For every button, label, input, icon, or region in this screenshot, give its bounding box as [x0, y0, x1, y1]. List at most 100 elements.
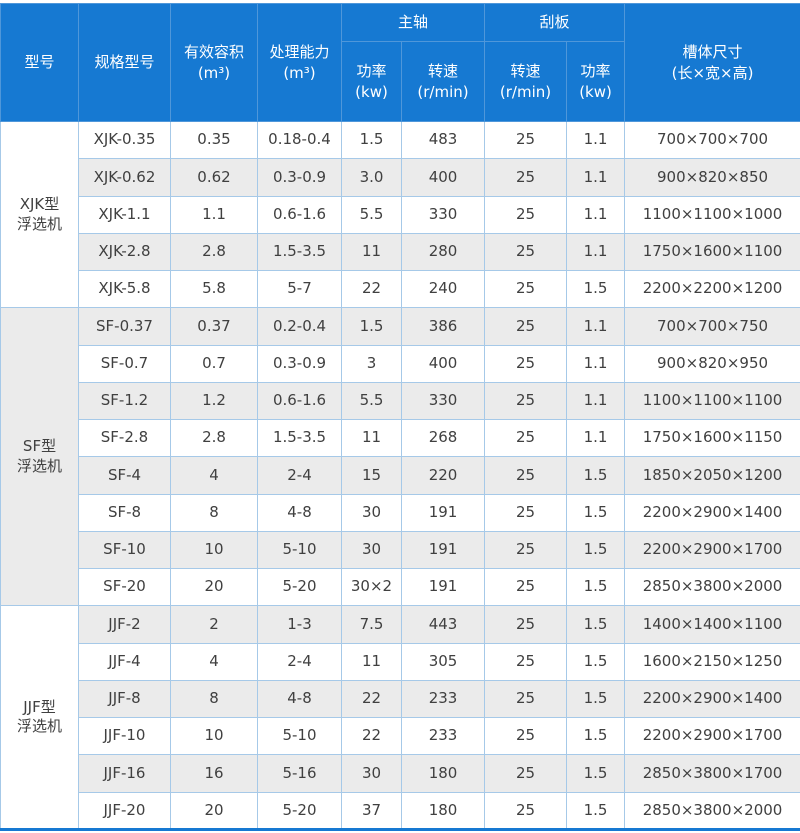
cell-shaft_power: 22 [341, 269, 402, 309]
cell-scraper_power: 1.1 [566, 344, 626, 383]
cell-spec: JJF-2 [78, 605, 171, 644]
header-spec-model: 规格型号 [78, 3, 171, 122]
cell-shaft_speed: 191 [400, 493, 486, 532]
cell-shaft_speed: 191 [400, 530, 486, 570]
cell-dimensions: 2850×3800×2000 [624, 567, 800, 607]
cell-spec: SF-2.8 [78, 418, 171, 458]
model-group-cell: XJK型 浮选机 [0, 120, 79, 309]
cell-shaft_power: 15 [341, 456, 402, 495]
cell-capacity: 5-7 [257, 269, 342, 309]
table-row: XJK-2.8 2.8 1.5-3.5 11 280 25 1.1 1750×1600×110… [1, 232, 800, 272]
cell-scraper_power: 1.5 [566, 791, 626, 830]
cell-volume: 0.62 [170, 158, 258, 197]
cell-scraper_speed: 25 [484, 493, 568, 532]
cell-dimensions: 900×820×850 [624, 158, 800, 197]
header-capacity: 处理能力 (m³) [257, 3, 342, 122]
cell-dimensions: 2200×2200×1200 [624, 269, 800, 309]
cell-dimensions: 900×820×950 [624, 344, 800, 383]
table-row: JJF-20 20 5-20 37 180 25 1.5 2850×3800×2000 [1, 791, 800, 830]
cell-scraper_speed: 25 [484, 679, 568, 719]
cell-volume: 0.7 [170, 344, 258, 383]
cell-dimensions: 1100×1100×1100 [624, 381, 800, 421]
cell-scraper_power: 1.1 [566, 232, 626, 272]
cell-scraper_speed: 25 [484, 754, 568, 793]
table-row: SF-10 10 5-10 30 191 25 1.5 2200×2900×1700 [1, 530, 800, 570]
table-row: SF-8 8 4-8 30 191 25 1.5 2200×2900×1400 [1, 493, 800, 532]
header-main-shaft: 主轴 [340, 3, 486, 42]
cell-shaft_speed: 240 [400, 269, 486, 309]
table-row: XJK型 浮选机 XJK-0.35 0.35 0.18-0.4 1.5 483 25 1.1 7… [0, 120, 800, 309]
cell-spec: SF-8 [78, 493, 171, 532]
cell-shaft_speed: 233 [400, 716, 486, 756]
header-tank-dimensions: 槽体尺寸 (长×宽×高) [624, 3, 800, 122]
cell-capacity: 4-8 [257, 679, 342, 719]
cell-shaft_speed: 280 [400, 232, 486, 272]
table-row: SF-4 4 2-4 15 220 25 1.5 1850×2050×1200 [1, 456, 800, 495]
table-row: SF型 浮选机 SF-0.37 0.37 0.2-0.4 1.5 386 25 1.1 700×… [0, 307, 800, 607]
table-row: JJF型 浮选机 JJF-2 2 1-3 7.5 443 25 1.5 1400×1400×11… [0, 605, 800, 830]
cell-dimensions: 2200×2900×1400 [624, 679, 800, 719]
cell-volume: 5.8 [170, 269, 258, 309]
cell-shaft_speed: 443 [400, 605, 486, 644]
cell-scraper_power: 1.5 [566, 679, 626, 719]
cell-scraper_power: 1.5 [566, 530, 626, 570]
header-scraper: 刮板 [484, 3, 626, 42]
cell-capacity: 0.6-1.6 [257, 381, 342, 421]
cell-shaft_speed: 180 [400, 754, 486, 793]
cell-volume: 0.35 [170, 120, 258, 160]
cell-shaft_power: 5.5 [341, 381, 402, 421]
cell-scraper_power: 1.5 [566, 456, 626, 495]
cell-dimensions: 2200×2900×1700 [624, 716, 800, 756]
cell-scraper_speed: 25 [484, 456, 568, 495]
cell-shaft_speed: 180 [400, 791, 486, 830]
cell-dimensions: 2200×2900×1400 [624, 493, 800, 532]
cell-scraper_speed: 25 [484, 269, 568, 309]
cell-scraper_power: 1.1 [566, 158, 626, 197]
cell-dimensions: 2200×2900×1700 [624, 530, 800, 570]
cell-capacity: 0.18-0.4 [257, 120, 342, 160]
cell-spec: XJK-5.8 [78, 269, 171, 309]
cell-volume: 4 [170, 456, 258, 495]
cell-shaft_power: 11 [341, 232, 402, 272]
cell-shaft_power: 30×2 [341, 567, 402, 607]
cell-volume: 1.2 [170, 381, 258, 421]
header-model-group: 型号 [0, 3, 79, 122]
cell-shaft_speed: 233 [400, 679, 486, 719]
cell-scraper_speed: 25 [484, 120, 568, 160]
cell-capacity: 5-10 [257, 530, 342, 570]
cell-capacity: 0.6-1.6 [257, 195, 342, 234]
table-row: XJK-1.1 1.1 0.6-1.6 5.5 330 25 1.1 1100×1100×10… [1, 195, 800, 234]
table-row: XJK-5.8 5.8 5-7 22 240 25 1.5 2200×2200×1200 [1, 269, 800, 309]
cell-capacity: 1.5-3.5 [257, 232, 342, 272]
cell-volume: 8 [170, 679, 258, 719]
cell-shaft_power: 30 [341, 754, 402, 793]
cell-spec: SF-0.37 [78, 307, 171, 346]
cell-volume: 8 [170, 493, 258, 532]
cell-spec: JJF-8 [78, 679, 171, 719]
cell-shaft_speed: 268 [400, 418, 486, 458]
cell-spec: SF-1.2 [78, 381, 171, 421]
cell-scraper_power: 1.1 [566, 195, 626, 234]
cell-scraper_power: 1.5 [566, 269, 626, 309]
cell-scraper_speed: 25 [484, 567, 568, 607]
cell-volume: 2 [170, 605, 258, 644]
cell-spec: XJK-0.62 [78, 158, 171, 197]
header-effective-volume: 有效容积 (m³) [170, 3, 258, 122]
cell-scraper_speed: 25 [484, 158, 568, 197]
cell-volume: 2.8 [170, 418, 258, 458]
cell-shaft_speed: 330 [400, 381, 486, 421]
cell-scraper_power: 1.5 [566, 493, 626, 532]
cell-spec: JJF-20 [78, 791, 171, 830]
cell-spec: SF-10 [78, 530, 171, 570]
cell-scraper_speed: 25 [484, 232, 568, 272]
cell-dimensions: 1750×1600×1150 [624, 418, 800, 458]
cell-dimensions: 2850×3800×1700 [624, 754, 800, 793]
table-row: JJF-16 16 5-16 30 180 25 1.5 2850×3800×1700 [1, 754, 800, 793]
cell-capacity: 4-8 [257, 493, 342, 532]
cell-scraper_power: 1.5 [566, 754, 626, 793]
table-row: SF-20 20 5-20 30×2 191 25 1.5 2850×3800×2000 [1, 567, 800, 607]
cell-spec: XJK-0.35 [78, 120, 171, 160]
cell-scraper_power: 1.1 [566, 418, 626, 458]
cell-shaft_power: 3.0 [341, 158, 402, 197]
cell-shaft_power: 11 [341, 418, 402, 458]
